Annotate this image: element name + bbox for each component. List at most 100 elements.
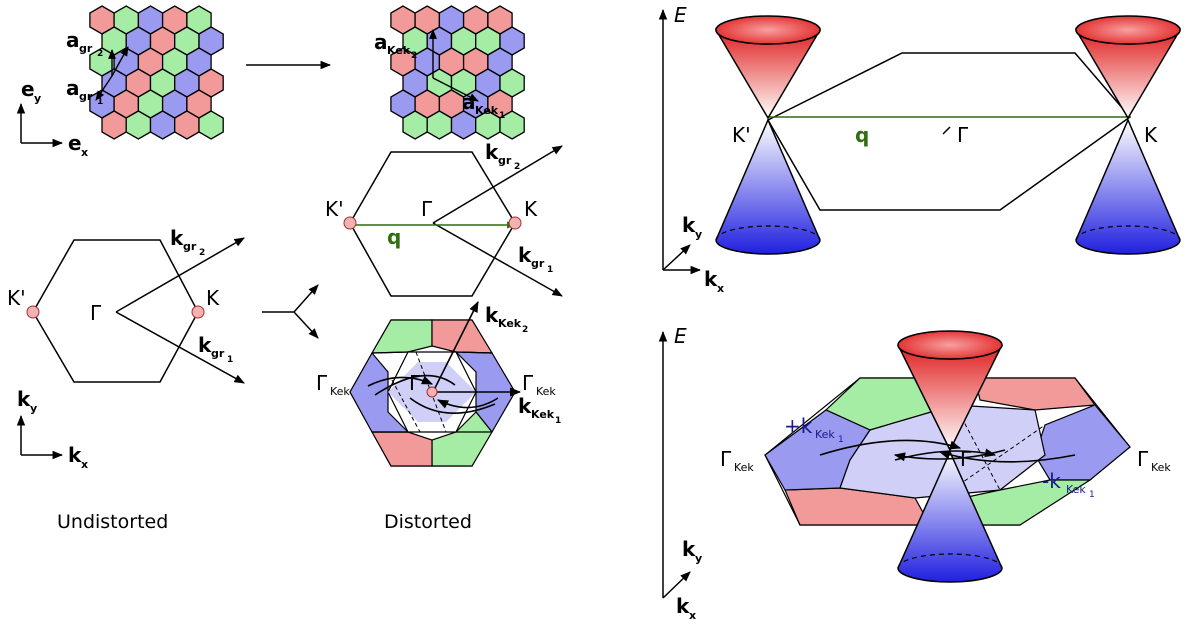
k-gr1-label-distorted: k — [518, 243, 532, 267]
k-x-label: k — [68, 443, 82, 467]
kekule-lattice — [390, 5, 525, 140]
k-gr1-sub-d: gr — [531, 257, 545, 270]
k-gr2-subsub-d: 2 — [514, 162, 520, 172]
k-point — [191, 305, 205, 319]
lattice-hexagon — [402, 110, 428, 140]
q-label-cone: q — [855, 123, 869, 147]
k-y-sub-top: y — [695, 228, 702, 241]
minus-k-kek1-label: -k — [1042, 469, 1061, 493]
e-x-label: e — [68, 131, 82, 155]
lattice-hexagon — [426, 110, 453, 140]
fork-arrow — [262, 284, 319, 339]
a-kek1-label: a — [462, 90, 476, 114]
k-gr1-subsub-d: 1 — [547, 265, 553, 275]
e-y-label: e — [21, 77, 35, 101]
k-gr2-label-distorted: k — [485, 140, 499, 164]
e-axis-label-bottom: E — [674, 324, 687, 348]
k-label-distorted: K — [524, 197, 538, 221]
energy-axis-bottom — [658, 330, 691, 599]
energy-axis-top — [658, 8, 702, 275]
k-gr1-subsub: 1 — [227, 355, 233, 365]
k-y-label-top: k — [682, 213, 696, 237]
k-y-sub: y — [30, 402, 37, 415]
gamma-kek-left-bottom: Γ — [720, 447, 732, 471]
k-space-axes-left — [16, 414, 64, 460]
e-x-sub: x — [81, 146, 88, 159]
k-x-sub-top: x — [717, 282, 724, 295]
lattice-hexagon — [101, 110, 127, 140]
k-y-label: k — [17, 387, 31, 411]
minus-k-kek1-subsub: 1 — [1089, 490, 1095, 500]
gamma-kek-right: Γ — [522, 371, 534, 395]
k-kek1-sub: Kek — [531, 408, 555, 421]
bz-plane-top — [766, 52, 1132, 211]
kprime-label: K' — [7, 286, 26, 310]
k-gr1-label: k — [198, 333, 212, 357]
k-kek2-subsub: 2 — [522, 325, 528, 335]
undistorted-brillouin-zone — [26, 237, 245, 384]
gamma-kek-right-bottom: Γ — [1137, 447, 1149, 471]
a-gr1-label: a — [66, 76, 80, 100]
distorted-brillouin-zone-top — [343, 145, 563, 297]
a-gr1-subsub: 1 — [97, 97, 103, 107]
dirac-cone-k — [1075, 15, 1181, 255]
gamma-kek-right-sub: Kek — [536, 385, 556, 398]
a-kek2-sub: Kek — [387, 44, 411, 57]
gamma-kek-left-sub: Kek — [330, 385, 350, 398]
kprime-label-distorted: K' — [325, 197, 344, 221]
k-kek2-label: k — [485, 303, 499, 327]
k-x-label-bottom: k — [676, 594, 690, 618]
k-gr2-sub-d: gr — [498, 154, 512, 167]
k-label-cone: K — [1144, 123, 1158, 147]
k-gr2-label: k — [170, 226, 184, 250]
a-gr1-sub: gr — [79, 90, 93, 103]
k-kek2-sub: Kek — [498, 317, 522, 330]
minus-k-kek1-sub: Kek — [1066, 483, 1086, 496]
gamma-label-distorted: Γ — [421, 197, 433, 221]
graphene-lattice — [89, 5, 224, 140]
undistorted-caption: Undistorted — [57, 511, 168, 533]
gamma-label: Γ — [90, 301, 102, 325]
gamma-center-bottom: Γ — [960, 447, 972, 471]
a-gr2-sub: gr — [79, 42, 93, 55]
lattice-hexagon — [125, 110, 152, 140]
lattice-hexagon — [174, 110, 200, 140]
dirac-cone-kprime — [715, 15, 821, 255]
k-kek1-label: k — [518, 394, 532, 418]
k-x-label-top: k — [704, 267, 718, 291]
lattice-hexagon — [149, 110, 176, 140]
kekule-cones — [897, 330, 1003, 583]
kprime-point — [26, 305, 40, 319]
k-x-sub-bottom: x — [689, 609, 696, 622]
gamma-label-kek-center: Γ — [409, 371, 421, 395]
kekule-vectors — [367, 300, 522, 414]
gamma-kek-left-bottom-sub: Kek — [734, 461, 754, 474]
kekule-plane — [764, 377, 1131, 526]
plus-k-kek1-label: +k — [784, 414, 813, 438]
k-y-label-bottom: k — [682, 537, 696, 561]
k-x-sub: x — [81, 458, 88, 471]
real-space-axes — [16, 102, 64, 148]
a-kek2-subsub: 2 — [411, 51, 417, 61]
k-gr2-sub: gr — [183, 240, 197, 253]
a-kek1-sub: Kek — [475, 104, 499, 117]
kekule-scattering-arrows — [819, 439, 1076, 463]
lattice-vectors-graphene — [95, 46, 129, 101]
gamma-label-cone: Γ — [957, 123, 969, 147]
lattice-hexagon — [198, 110, 224, 140]
distorted-caption: Distorted — [384, 511, 472, 533]
e-y-sub: y — [34, 92, 41, 105]
kprime-label-cone: K' — [732, 123, 751, 147]
lattice-hexagon — [450, 110, 477, 140]
a-gr2-subsub: 2 — [97, 49, 103, 59]
k-kek1-subsub: 1 — [555, 416, 561, 426]
gamma-kek-right-bottom-sub: Kek — [1151, 461, 1171, 474]
lattice-vectors-kekule — [429, 29, 479, 102]
a-kek2-label: a — [374, 30, 388, 54]
a-gr2-label: a — [66, 28, 80, 52]
plus-k-kek1-sub: Kek — [815, 428, 835, 441]
k-gr1-sub: gr — [211, 347, 225, 360]
q-label: q — [387, 225, 401, 249]
lattice-hexagon — [499, 110, 525, 140]
